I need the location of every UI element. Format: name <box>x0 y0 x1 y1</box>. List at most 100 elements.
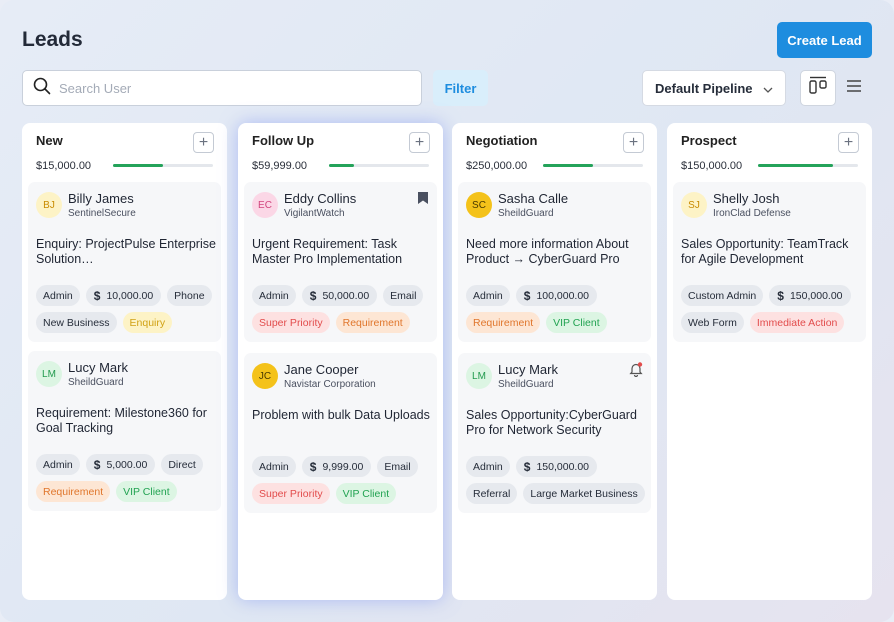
amount-tag: $5,000.00 <box>85 454 156 475</box>
amount-value: 150,000.00 <box>536 460 590 473</box>
column-amount: $15,000.00 <box>36 160 92 172</box>
plus-icon: + <box>414 133 425 151</box>
tag-list: Admin $10,000.00 Phone New Business Enqu… <box>36 285 217 333</box>
hamburger-icon <box>846 79 862 98</box>
kanban-view-button[interactable] <box>800 70 836 106</box>
amount-tag: $10,000.00 <box>85 285 162 306</box>
column-amount: $59,999.00 <box>252 160 308 172</box>
list-view-button[interactable] <box>842 70 866 106</box>
create-lead-button[interactable]: Create Lead <box>777 22 872 58</box>
kanban-icon <box>808 76 828 101</box>
column-amount: $150,000.00 <box>681 160 743 172</box>
lead-card[interactable]: BJ Billy James SentinelSecure Enquiry: P… <box>28 182 221 342</box>
amount-tag: $100,000.00 <box>515 285 598 306</box>
column-title: Follow Up <box>252 133 315 148</box>
pipeline-select-value: Default Pipeline <box>655 80 753 96</box>
tag: Admin <box>466 456 510 477</box>
dollar-icon: $ <box>777 288 784 303</box>
amount-tag: $9,999.00 <box>301 456 372 477</box>
dollar-icon: $ <box>523 459 531 474</box>
avatar: LM <box>36 361 62 387</box>
avatar: JC <box>252 363 278 389</box>
tag: Direct <box>161 454 203 475</box>
amount-tag: $150,000.00 <box>769 285 851 306</box>
tag: Admin <box>36 454 80 475</box>
column-new: New + $15,000.00 BJ Billy James Sentinel… <box>22 123 227 600</box>
add-lead-button[interactable]: + <box>623 132 644 153</box>
progress-fill <box>758 164 833 167</box>
tag-list: Admin $9,999.00 Email Super Priority VIP… <box>252 456 433 504</box>
tag: Email <box>383 285 424 306</box>
bookmark-icon[interactable] <box>417 191 429 210</box>
notification-bell-icon[interactable] <box>629 362 643 382</box>
column-progress <box>758 164 858 167</box>
lead-card[interactable]: SC Sasha Calle SheildGuard Need more inf… <box>458 182 651 342</box>
lead-card[interactable]: SJ Shelly Josh IronClad Defense Sales Op… <box>673 182 866 342</box>
lead-company: SheildGuard <box>68 377 124 388</box>
add-lead-button[interactable]: + <box>838 132 859 153</box>
lead-name: Billy James <box>68 191 134 206</box>
tag: Admin <box>36 285 80 306</box>
search-input[interactable] <box>59 80 389 96</box>
plus-icon: + <box>198 133 209 151</box>
tag-list: Admin $50,000.00 Email Super Priority Re… <box>252 285 433 333</box>
dollar-icon: $ <box>309 288 317 303</box>
amount-tag: $50,000.00 <box>301 285 378 306</box>
tag: Super Priority <box>252 312 330 333</box>
add-lead-button[interactable]: + <box>193 132 214 153</box>
tag: VIP Client <box>116 481 177 502</box>
tag: New Business <box>36 312 117 333</box>
tag: Referral <box>466 483 518 504</box>
tag: Admin <box>252 285 296 306</box>
lead-name: Eddy Collins <box>284 191 357 206</box>
amount-value: 50,000.00 <box>322 289 370 302</box>
tag: Requirement <box>36 481 111 502</box>
lead-name: Lucy Mark <box>498 362 558 377</box>
dollar-icon: $ <box>93 288 101 303</box>
lead-title: Requirement: Milestone360 for Goal Track… <box>36 406 207 435</box>
tag: Requirement <box>335 312 410 333</box>
lead-card[interactable]: JC Jane Cooper Navistar Corporation Prob… <box>244 353 437 513</box>
progress-fill <box>113 164 163 167</box>
lead-card[interactable]: LM Lucy Mark SheildGuard Requirement: Mi… <box>28 351 221 511</box>
tag: Email <box>377 456 418 477</box>
lead-company: IronClad Defense <box>713 208 791 219</box>
tag: Admin <box>252 456 296 477</box>
lead-title: Sales Opportunity:CyberGuard Pro for Net… <box>466 408 637 437</box>
lead-title: Problem with bulk Data Uploads <box>252 408 430 422</box>
pipeline-select[interactable]: Default Pipeline <box>642 70 786 106</box>
dollar-icon: $ <box>523 288 531 303</box>
lead-title: Urgent Requirement: Task Master Pro Impl… <box>252 237 403 266</box>
chevron-down-icon <box>763 81 773 96</box>
tag: Large Market Business <box>523 483 645 504</box>
page-title: Leads <box>22 28 83 51</box>
column-follow-up: Follow Up + $59,999.00 EC Eddy Collins V… <box>238 123 443 600</box>
filter-button[interactable]: Filter <box>433 70 488 106</box>
lead-name: Sasha Calle <box>498 191 569 206</box>
column-prospect: Prospect + $150,000.00 SJ Shelly Josh Ir… <box>667 123 872 600</box>
tag: Custom Admin <box>681 285 764 306</box>
column-amount: $250,000.00 <box>466 160 528 172</box>
tag: VIP Client <box>546 312 607 333</box>
tag: Immediate Action <box>749 312 845 333</box>
dollar-icon: $ <box>93 457 101 472</box>
plus-icon: + <box>843 133 854 151</box>
tag: VIP Client <box>335 483 397 504</box>
lead-card[interactable]: LM Lucy Mark SheildGuard Sales Opportuni… <box>458 353 651 513</box>
lead-name: Jane Cooper <box>284 362 359 377</box>
tag: Requirement <box>466 312 541 333</box>
search-box[interactable] <box>22 70 422 106</box>
progress-fill <box>329 164 354 167</box>
tag-list: Admin $150,000.00 Referral Large Market … <box>466 456 647 504</box>
lead-company: SheildGuard <box>498 208 554 219</box>
lead-name: Lucy Mark <box>68 360 128 375</box>
add-lead-button[interactable]: + <box>409 132 430 153</box>
tag: Super Priority <box>252 483 330 504</box>
tag-list: Custom Admin $150,000.00 Web Form Immedi… <box>681 285 862 333</box>
avatar: BJ <box>36 192 62 218</box>
lead-card[interactable]: EC Eddy Collins VigilantWatch Urgent Req… <box>244 182 437 342</box>
lead-title: Enquiry: ProjectPulse Enterprise Solutio… <box>36 237 216 266</box>
avatar: SC <box>466 192 492 218</box>
plus-icon: + <box>628 133 639 151</box>
